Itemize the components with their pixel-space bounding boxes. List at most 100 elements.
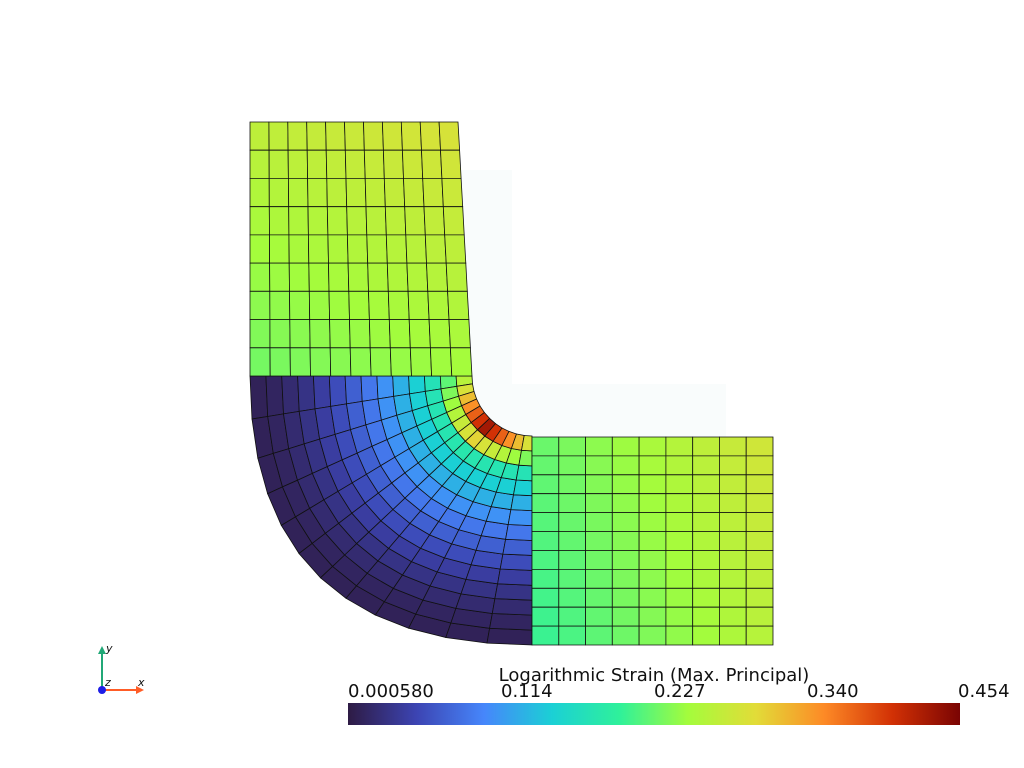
mesh-cell xyxy=(692,531,720,551)
mesh-cell xyxy=(403,177,425,208)
mesh-cell xyxy=(665,455,694,476)
mesh-cell xyxy=(381,121,403,151)
mesh-cell xyxy=(327,234,349,264)
mesh-cell xyxy=(249,262,271,292)
mesh-cell xyxy=(665,493,694,513)
mesh-cell xyxy=(719,455,747,476)
mesh-cell xyxy=(387,290,410,321)
mesh-cell xyxy=(638,436,667,457)
mesh-cell xyxy=(369,347,392,377)
mesh-cell xyxy=(448,319,471,349)
y-axis-arrow xyxy=(98,646,106,654)
mesh-cell xyxy=(249,290,271,321)
mesh-cell xyxy=(364,177,386,208)
mesh-cell xyxy=(611,531,640,551)
mesh-cell xyxy=(611,569,640,589)
deformed-mesh xyxy=(249,121,774,646)
mesh-cell xyxy=(611,455,640,476)
mesh-cell xyxy=(424,234,447,264)
mesh-cell xyxy=(638,531,667,551)
mesh-cell xyxy=(638,455,667,476)
mesh-cell xyxy=(422,177,444,208)
mesh-cell xyxy=(494,583,533,601)
mesh-cell xyxy=(249,234,271,264)
mesh-cell xyxy=(325,149,347,179)
mesh-cell xyxy=(585,625,613,646)
mesh-cell xyxy=(719,474,747,495)
mesh-cell xyxy=(531,550,560,570)
mesh-cell xyxy=(438,121,461,151)
mesh-cell xyxy=(289,319,311,349)
mesh-cell xyxy=(719,436,747,457)
mesh-cell xyxy=(745,606,774,627)
mesh-cell xyxy=(585,569,613,589)
mesh-cell xyxy=(346,234,369,264)
mesh-cell xyxy=(611,436,640,457)
mesh-cell xyxy=(368,319,391,349)
mesh-cell xyxy=(531,606,560,627)
mesh-cell xyxy=(692,587,720,608)
mesh-cell xyxy=(269,234,290,264)
mesh-cell xyxy=(444,234,467,264)
mesh-cell xyxy=(269,262,290,292)
mesh-cell xyxy=(745,587,774,608)
mesh-cell xyxy=(719,550,747,570)
mesh-cell xyxy=(345,177,367,208)
mesh-cell xyxy=(531,436,560,457)
mesh-cell xyxy=(585,455,613,476)
mesh-cell xyxy=(611,512,640,532)
mesh-cell xyxy=(585,587,613,608)
mesh-cell xyxy=(328,262,350,292)
mesh-cell xyxy=(312,375,332,410)
mesh-cell xyxy=(745,436,774,457)
mesh-cell xyxy=(585,474,613,495)
mesh-cell xyxy=(558,587,586,608)
mesh-cell xyxy=(421,149,443,179)
mesh-cell xyxy=(638,493,667,513)
mesh-cell xyxy=(249,177,270,208)
mesh-cell xyxy=(406,262,429,292)
mesh-cell xyxy=(585,550,613,570)
colorbar-tick-2: 0.227 xyxy=(654,681,706,702)
mesh-cell xyxy=(692,550,720,570)
mesh-cell xyxy=(297,375,316,412)
mesh-cell xyxy=(287,149,309,179)
mesh-cell xyxy=(692,625,720,646)
mesh-cell xyxy=(441,177,464,208)
mesh-cell xyxy=(401,149,424,179)
mesh-cell xyxy=(665,587,694,608)
mesh-cell xyxy=(367,262,389,292)
mesh-cell xyxy=(531,455,560,476)
mesh-cell xyxy=(366,234,388,264)
mesh-cell xyxy=(346,206,368,236)
mesh-cell xyxy=(497,568,533,586)
mesh-cell xyxy=(383,177,406,208)
mesh-cell xyxy=(692,493,720,513)
mesh-cell xyxy=(486,627,533,646)
mesh-cell xyxy=(665,606,694,627)
mesh-cell xyxy=(692,569,720,589)
mesh-cell xyxy=(368,290,390,321)
mesh-cell xyxy=(307,206,329,236)
mesh-cell xyxy=(558,474,586,495)
mesh-cell xyxy=(269,319,291,349)
mesh-cell xyxy=(692,474,720,495)
mesh-cell xyxy=(360,375,379,402)
mesh-cell xyxy=(268,206,290,236)
mesh-cell xyxy=(309,347,332,377)
mesh-cell xyxy=(611,606,640,627)
mesh-cell xyxy=(307,234,329,264)
mesh-cell xyxy=(249,121,270,151)
mesh-cell xyxy=(585,493,613,513)
mesh-cell xyxy=(445,262,468,292)
mesh-cell xyxy=(558,512,586,532)
mesh-cell xyxy=(249,347,271,377)
mesh-cell xyxy=(558,550,586,570)
mesh-cell xyxy=(426,262,449,292)
mesh-cell xyxy=(306,121,327,151)
mesh-cell xyxy=(521,435,533,452)
mesh-cell xyxy=(363,121,384,151)
mesh-cell xyxy=(268,177,290,208)
mesh-cell xyxy=(638,569,667,589)
